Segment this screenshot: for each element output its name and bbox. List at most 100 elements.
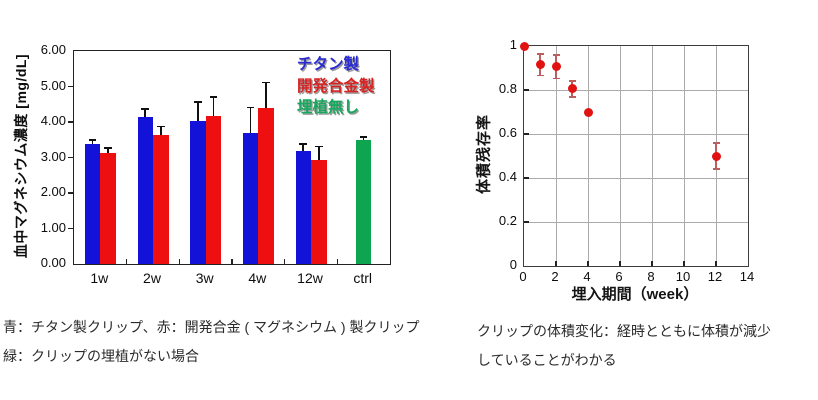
gridline-vertical xyxy=(587,46,589,266)
bar-開発合金製-12w xyxy=(311,160,327,264)
error-bar-cap xyxy=(156,125,165,128)
y-axis-tick xyxy=(524,221,529,223)
x-axis-category-label: 3w xyxy=(195,270,214,286)
error-bar-cap xyxy=(262,81,270,84)
gridline-horizontal xyxy=(524,133,748,135)
y-axis-tick xyxy=(68,227,74,230)
legend-item-developed-alloy: 開発合金製 xyxy=(297,77,375,95)
gridline-vertical xyxy=(619,46,621,266)
legend-item-no-implant: 埋植無し xyxy=(297,99,360,116)
y-axis-tick-label: 0 xyxy=(509,257,517,272)
error-bar-stem xyxy=(249,108,252,133)
error-bar-cap xyxy=(194,101,202,103)
x-axis-tick-label: 0 xyxy=(519,269,527,284)
scatter-chart-caption: クリップの体積変化：経時とともに体積が減少 していることがわかる xyxy=(477,317,771,374)
gridline-horizontal xyxy=(524,221,748,223)
y-axis-tick-label: 0.8 xyxy=(498,81,517,96)
bar-チタン製-1w xyxy=(84,144,101,264)
x-axis-tick xyxy=(178,259,181,264)
gridline-vertical xyxy=(555,46,557,266)
y-axis-tick-label: 5.00 xyxy=(40,77,66,93)
bar-開発合金製-1w xyxy=(100,152,116,264)
x-axis-tick-label: 12 xyxy=(707,269,723,284)
error-bar-stem xyxy=(197,102,199,121)
x-axis-tick-label: 14 xyxy=(739,269,755,284)
bar-開発合金製-3w xyxy=(205,116,222,264)
point-error-bar-cap-top xyxy=(536,53,544,55)
error-bar-stem xyxy=(212,97,215,117)
bar-chart-caption-line-1: 青：チタン製クリップ、赤：開発合金 ( マグネシウム ) 製クリップ xyxy=(3,319,420,335)
bar-chart-caption: 青：チタン製クリップ、赤：開発合金 ( マグネシウム ) 製クリップ 緑：クリッ… xyxy=(3,313,419,370)
y-axis-tick-label: 1.00 xyxy=(40,219,66,235)
scatter-chart-caption-line-2: していることがわかる xyxy=(477,351,617,368)
point-error-bar-cap-bottom xyxy=(552,77,560,80)
gridline-vertical xyxy=(683,46,685,266)
error-bar-stem xyxy=(265,83,267,109)
x-axis-tick-label: 6 xyxy=(615,269,623,284)
point-error-bar-cap-bottom xyxy=(712,168,720,170)
data-point-week-0 xyxy=(519,41,529,51)
gridline-horizontal xyxy=(524,89,748,91)
error-bar-stem xyxy=(91,140,94,145)
gridline-vertical xyxy=(651,46,653,266)
bar-開発合金製-4w xyxy=(258,108,274,264)
bar-chart-caption-line-2: 緑：クリップの埋植がない場合 xyxy=(3,347,199,364)
y-axis-tick xyxy=(68,156,74,159)
point-error-bar-cap-top xyxy=(568,80,576,82)
x-axis-tick xyxy=(587,261,589,266)
scatter-chart-x-axis-title: 埋入期間（week） xyxy=(571,286,699,303)
x-axis-tick xyxy=(231,259,233,264)
x-axis-tick xyxy=(683,261,685,266)
y-axis-tick xyxy=(524,177,529,179)
y-axis-tick-label: 0.00 xyxy=(40,255,66,270)
scatter-chart-figure: 体積残存率 埋入期間（week） 0 2 4 6 8 10 12 14 0 0.2 0.4 0.6 0.… xyxy=(440,0,785,315)
gridline-horizontal xyxy=(524,177,748,179)
x-axis-category-label: 4w xyxy=(248,270,267,286)
y-axis-tick xyxy=(68,192,74,194)
y-axis-tick xyxy=(524,89,529,91)
x-axis-tick xyxy=(619,261,621,266)
x-axis-tick xyxy=(283,259,286,264)
bar-chart-legend: チタン製 開発合金製 埋植無し xyxy=(297,54,375,119)
data-point-week-2 xyxy=(551,62,561,72)
bar-埋植無し-ctrl xyxy=(355,140,372,264)
y-axis-tick-label: 0.6 xyxy=(498,125,517,140)
y-axis-tick xyxy=(524,133,529,135)
x-axis-tick-label: 10 xyxy=(675,269,691,284)
bar-チタン製-4w xyxy=(242,133,259,264)
x-axis-tick-label: 4 xyxy=(583,269,591,284)
x-axis-tick xyxy=(125,259,128,264)
error-bar-stem xyxy=(362,137,365,141)
error-bar-stem xyxy=(144,109,147,118)
point-error-bar-cap-bottom xyxy=(536,74,544,77)
point-error-bar-cap-top xyxy=(552,54,560,56)
data-point-week-4 xyxy=(583,107,593,117)
y-axis-tick-label: 1 xyxy=(509,37,517,52)
bar-開発合金製-2w xyxy=(153,134,169,264)
y-axis-tick-label: 0.4 xyxy=(498,169,517,184)
x-axis-category-label: 1w xyxy=(90,270,109,286)
data-point-week-12 xyxy=(711,151,721,161)
error-bar-stem xyxy=(317,147,320,160)
x-axis-tick-label: 8 xyxy=(647,269,655,284)
point-error-bar-cap-top xyxy=(712,142,720,144)
x-axis-tick xyxy=(651,261,653,266)
error-bar-cap xyxy=(104,147,112,149)
bar-chart-plot-area: チタン製 開発合金製 埋植無し xyxy=(68,50,391,265)
error-bar-stem xyxy=(159,127,162,135)
error-bar-stem xyxy=(107,148,109,153)
y-axis-tick xyxy=(68,121,74,123)
x-axis-category-label: 2w xyxy=(143,270,161,286)
y-axis-tick-label: 3.00 xyxy=(40,148,66,164)
bar-chart-figure: 血中マグネシウム濃度 [mg/dL] チタン製 開発合金製 埋植無し 0.00 1… xyxy=(0,0,436,312)
error-bar-cap xyxy=(88,139,97,141)
error-bar-cap xyxy=(246,106,255,109)
error-bar-cap xyxy=(141,108,150,110)
x-axis-tick xyxy=(715,261,717,266)
y-axis-tick-label: 0.2 xyxy=(498,213,517,228)
scatter-chart-caption-line-1: クリップの体積変化：経時とともに体積が減少 xyxy=(477,323,771,339)
error-bar-cap xyxy=(359,136,368,138)
y-axis-tick-label: 2.00 xyxy=(40,184,66,199)
scatter-chart-plot-area xyxy=(519,41,749,267)
error-bar-cap xyxy=(314,145,323,148)
